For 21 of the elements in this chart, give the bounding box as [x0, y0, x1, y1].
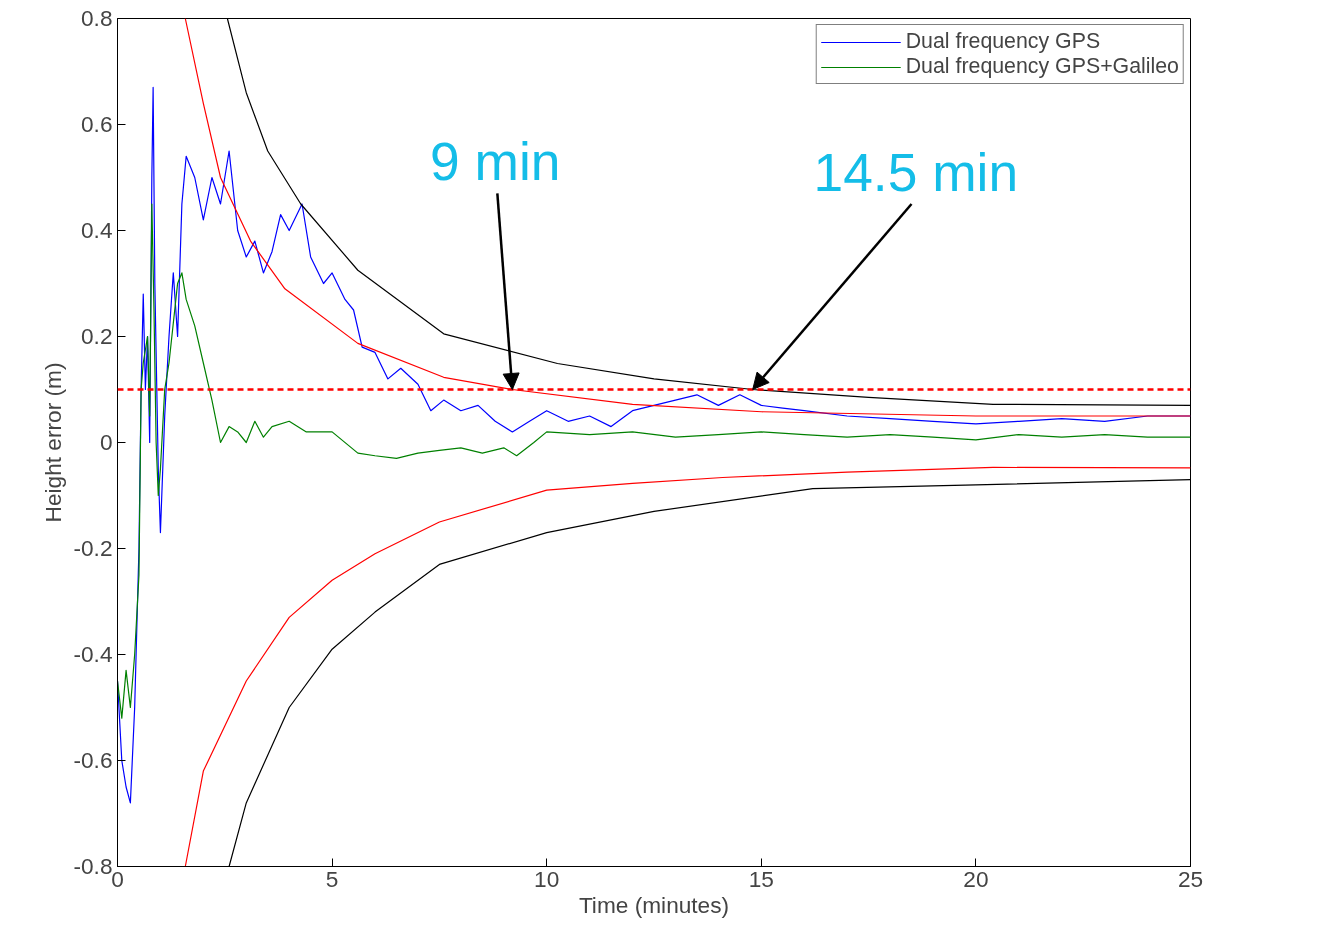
line-series — [117, 203, 1191, 719]
annotation: 9 min — [429, 132, 561, 192]
y-tick-label: -0.8 — [73, 853, 113, 879]
y-axis-title: Height error (m) — [40, 362, 67, 523]
x-tick-label: 15 — [748, 865, 774, 892]
x-tick-label: 20 — [963, 865, 989, 892]
y-tick-label: 0.6 — [81, 111, 113, 137]
x-tick-label: 10 — [534, 865, 560, 892]
y-tick-label: -0.4 — [73, 641, 113, 667]
legend-label: Dual frequency GPS — [905, 29, 1101, 54]
y-tick-label: 0.8 — [81, 5, 113, 31]
y-tick-label: 0.2 — [81, 323, 113, 349]
x-tick-label: 25 — [1177, 865, 1204, 892]
annotation: 14.5 min — [813, 142, 1019, 202]
y-tick-label: 0 — [99, 429, 113, 455]
legend-label: Dual frequency GPS+Galileo — [905, 54, 1179, 79]
x-tick-label: 5 — [325, 865, 339, 892]
y-tick-label: 0.4 — [81, 217, 113, 243]
y-tick-label: -0.2 — [73, 535, 113, 561]
y-tick-label: -0.6 — [73, 747, 113, 773]
x-axis-title: Time (minutes) — [578, 891, 730, 918]
